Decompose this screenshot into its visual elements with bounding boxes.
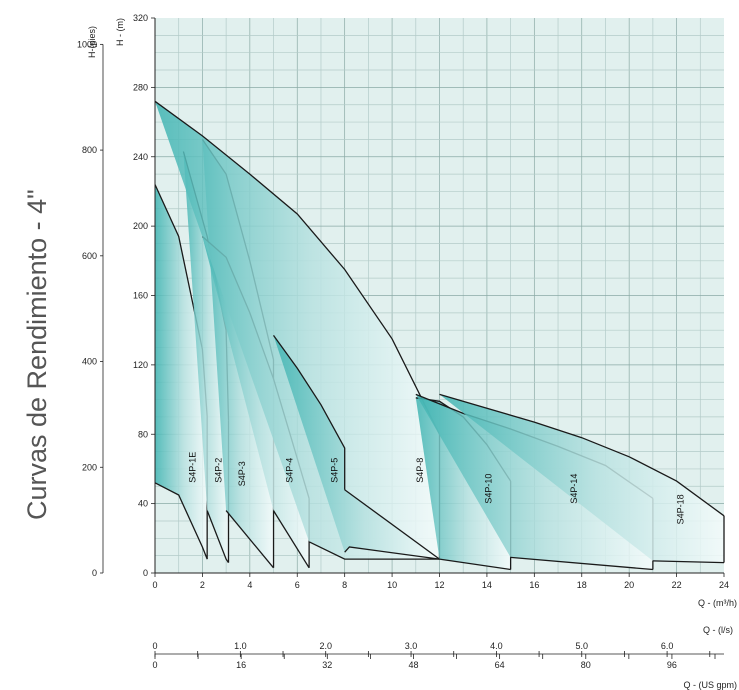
- curve-lower-s4p-2: [206, 510, 230, 563]
- ls-tick-label: 6.0: [661, 641, 674, 651]
- gpm-tick-label: 32: [322, 660, 332, 670]
- x-axis-label: Q - (m³/h): [698, 598, 737, 608]
- y-tick-label: 80: [138, 429, 148, 439]
- ls-tick-label: 5.0: [575, 641, 588, 651]
- x-tick-label: 24: [719, 580, 729, 590]
- curve-area-s4p-18: [439, 394, 724, 563]
- y2-tick-label: 200: [82, 462, 97, 472]
- y-tick-label: 0: [143, 568, 148, 578]
- curve-lower-s4p-4: [272, 510, 310, 569]
- curve-upper-s4p-8: [272, 335, 346, 490]
- series-label: S4P-2: [213, 458, 223, 483]
- gpm-tick-label: 48: [408, 660, 418, 670]
- ls-axis-label: Q - (l/s): [703, 625, 733, 635]
- curve-upper-s4p-5: [154, 100, 441, 435]
- x-tick-label: 6: [295, 580, 300, 590]
- x-tick-label: 18: [577, 580, 587, 590]
- x-tick-label: 2: [200, 580, 205, 590]
- x-tick-label: 20: [624, 580, 634, 590]
- series-label: S4P-5: [330, 458, 340, 483]
- chart-title: Curvas de Rendimiento - 4": [22, 189, 52, 520]
- series-label: S4P-4: [285, 458, 295, 483]
- curve-lower-s4p-18: [652, 560, 725, 564]
- y-tick-label: 40: [138, 499, 148, 509]
- ls-tick-label: 1.0: [234, 641, 247, 651]
- y-tick-label: 120: [133, 360, 148, 370]
- y-tick-label: 160: [133, 291, 148, 301]
- series-label: S4P-8: [415, 458, 425, 483]
- curves: S4P-1E S4P-2 S4P-3 S4P-4 S4P-5 S4P-8 S4P-10 S4P…: [154, 100, 725, 571]
- curve-area-s4p-14: [415, 394, 653, 570]
- series-label: S4P-1E: [187, 452, 197, 483]
- gpm-tick-label: 0: [152, 660, 157, 670]
- curve-end-s4p-8: [344, 489, 440, 560]
- curve-area-s4p-8: [273, 335, 440, 560]
- series-label: S4P-3: [237, 461, 247, 486]
- curve-area-s4p-5: [155, 101, 440, 560]
- y-tick-label: 200: [133, 221, 148, 231]
- y2-axis-label: H-(pies): [87, 26, 97, 58]
- y2-tick-label: 600: [82, 251, 97, 261]
- series-label: S4P-10: [484, 474, 494, 504]
- curve-lower-s4p-10: [439, 558, 511, 571]
- y2-tick-label: 0: [92, 568, 97, 578]
- x-tick-label: 12: [434, 580, 444, 590]
- y-axis-label: H - (m): [115, 18, 125, 46]
- y2-tick-label: 800: [82, 145, 97, 155]
- curve-area-s4p-10: [415, 397, 511, 570]
- curve-upper-s4p-18: [439, 393, 725, 517]
- ls-tick-label: 2.0: [319, 641, 332, 651]
- y-tick-label: 240: [133, 152, 148, 162]
- gpm-tick-label: 16: [236, 660, 246, 670]
- series-label: S4P-14: [569, 474, 579, 504]
- curve-lower-s4p-1e: [154, 482, 208, 560]
- x-tick-label: 10: [387, 580, 397, 590]
- x-tick-label: 16: [529, 580, 539, 590]
- curve-lower-s4p-5: [308, 541, 440, 560]
- x-tick-label: 22: [672, 580, 682, 590]
- gpm-tick-label: 80: [581, 660, 591, 670]
- y2-tick-label: 1000: [77, 39, 97, 49]
- y-tick-label: 280: [133, 82, 148, 92]
- gpm-tick-label: 96: [667, 660, 677, 670]
- gpm-tick-label: 64: [495, 660, 505, 670]
- x-tick-label: 4: [247, 580, 252, 590]
- x-tick-label: 8: [342, 580, 347, 590]
- x-tick-label: 0: [152, 580, 157, 590]
- y2-tick-label: 400: [82, 357, 97, 367]
- series-label: S4P-18: [676, 494, 686, 524]
- y-tick-label: 320: [133, 13, 148, 23]
- curve-area-s4p-1e: [155, 184, 208, 560]
- ls-tick-label: 0: [152, 641, 157, 651]
- curve-lower-s4p-14: [510, 556, 653, 571]
- axes: 0408012016020024028032002004006008001000…: [77, 13, 729, 670]
- gpm-axis-label: Q - (US gpm): [683, 680, 737, 690]
- ls-tick-label: 4.0: [490, 641, 503, 651]
- curve-area-s4p-4: [202, 236, 310, 568]
- curve-area-s4p-2: [183, 151, 229, 563]
- curve-lower-s4p-3: [225, 510, 275, 569]
- ls-tick-label: 3.0: [405, 641, 418, 651]
- x-tick-label: 14: [482, 580, 492, 590]
- curve-lower-s4p-8: [344, 546, 440, 560]
